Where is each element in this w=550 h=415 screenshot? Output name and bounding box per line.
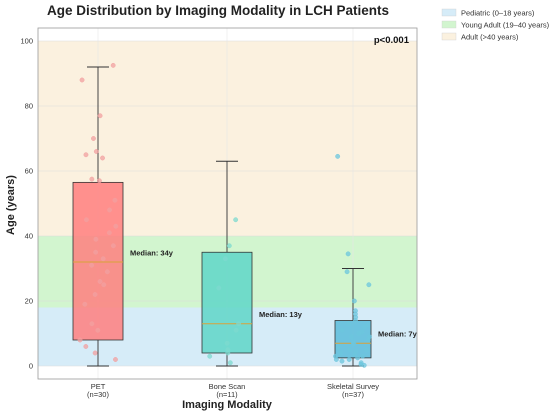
median-label: Median: 34y [130, 248, 174, 257]
data-point [355, 355, 361, 361]
data-point [93, 149, 99, 154]
data-point [226, 243, 232, 249]
data-point [92, 292, 98, 297]
data-point [236, 321, 242, 327]
data-point [110, 243, 116, 249]
data-point [97, 178, 102, 184]
plot-frame [37, 27, 418, 380]
data-point [207, 353, 213, 359]
data-point [222, 256, 228, 262]
chart-title: Age Distribution by Imaging Modality in … [47, 3, 389, 18]
data-point [77, 337, 83, 343]
data-point [93, 249, 99, 255]
data-point [101, 282, 107, 288]
data-point [356, 331, 362, 336]
data-point [107, 207, 112, 213]
data-point [112, 197, 118, 203]
data-point [365, 337, 371, 343]
data-point [335, 153, 341, 159]
legend: Pediatric (0–18 years) Young Adult (19–40… [441, 8, 550, 42]
x-tick-label: Bone Scan [209, 382, 246, 391]
x-tick-count: (n=11) [216, 390, 238, 399]
x-tick-label: Skeletal Survey [327, 382, 379, 391]
data-point [339, 327, 345, 333]
data-point [82, 301, 88, 307]
median-label: Median: 13y [259, 310, 303, 319]
data-point [84, 217, 89, 223]
data-point [353, 318, 358, 323]
data-point [346, 357, 352, 362]
data-point [225, 350, 231, 356]
data-point [344, 269, 350, 275]
data-point [89, 262, 95, 268]
data-point [79, 77, 85, 83]
data-point [224, 340, 230, 346]
data-point [346, 321, 351, 327]
data-point [360, 353, 366, 359]
x-axis-label: Imaging Modality [182, 399, 273, 411]
data-point [350, 342, 356, 348]
data-point [335, 345, 341, 351]
data-point [337, 350, 343, 356]
data-point [89, 176, 95, 182]
data-point [233, 327, 239, 333]
data-point [349, 334, 354, 340]
data-point [91, 136, 96, 141]
data-point [364, 347, 369, 353]
data-point [104, 269, 110, 275]
legend-swatch-0 [441, 8, 457, 17]
p-value-annotation: p<0.001 [374, 35, 410, 46]
x-tick-label: PET [91, 382, 106, 391]
data-point [97, 279, 103, 284]
data-point [333, 357, 339, 362]
data-point [361, 324, 367, 330]
data-point [100, 256, 106, 262]
box-0 [72, 181, 124, 341]
data-point [113, 357, 118, 362]
data-point [366, 282, 372, 288]
y-tick-label: 40 [25, 232, 33, 241]
data-point [83, 152, 89, 158]
data-point [97, 113, 103, 119]
data-point [100, 155, 105, 161]
data-point [345, 251, 351, 257]
legend-label-1: Young Adult (19–40 years) [461, 21, 550, 30]
legend-swatch-2 [441, 32, 457, 41]
median-label: Median: 7y [378, 330, 418, 339]
data-point [92, 350, 98, 356]
box-1 [201, 251, 253, 354]
data-point [89, 321, 95, 327]
y-tick-label: 80 [25, 102, 33, 111]
y-tick-label: 100 [20, 37, 33, 46]
x-tick-count: (n=30) [87, 390, 109, 399]
y-axis-label: Age (years) [5, 175, 17, 235]
data-point [233, 217, 239, 223]
legend-label-2: Adult (>40 years) [461, 33, 519, 42]
data-point [347, 347, 353, 353]
data-point [216, 285, 222, 291]
y-tick-label: 20 [25, 297, 33, 306]
legend-label-0: Pediatric (0–18 years) [461, 9, 535, 18]
data-point [361, 362, 367, 368]
data-point [110, 62, 116, 68]
plot-area: 0 20 40 60 80 100 Median: 34y PET(n=30) Median: … [20, 27, 418, 399]
data-point [93, 236, 99, 242]
legend-swatch-1 [441, 20, 457, 29]
y-tick-label: 60 [25, 167, 33, 176]
y-tick-label: 0 [29, 362, 33, 371]
data-point [106, 230, 112, 236]
x-tick-count: (n=37) [342, 390, 364, 399]
data-point [227, 360, 233, 366]
data-point [113, 223, 119, 229]
data-point [339, 358, 345, 364]
data-point [83, 344, 89, 349]
data-point [95, 327, 101, 333]
data-point [351, 298, 357, 304]
data-point [352, 352, 358, 358]
